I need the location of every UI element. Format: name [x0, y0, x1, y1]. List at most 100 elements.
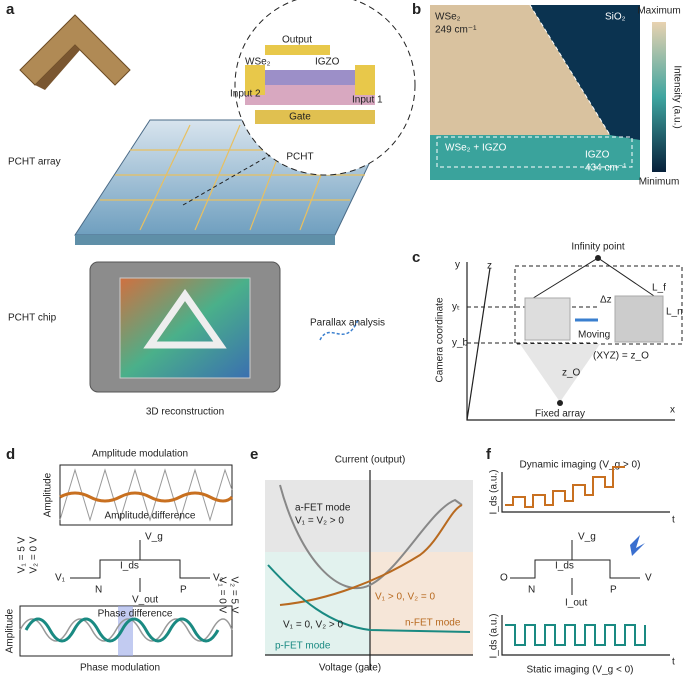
panel-d: d Amplitude modulation Amplitude Amplitu… [5, 446, 240, 674]
label: Current (output) [335, 455, 406, 466]
igzo-layer [245, 70, 375, 85]
label: V₁ = 0 V [216, 577, 227, 614]
label: y [455, 260, 460, 271]
label: t [672, 657, 675, 668]
label: Phase difference [98, 609, 173, 620]
label: V₁ = 0, V₂ > 0 [283, 620, 344, 631]
input-1-electrode [355, 65, 375, 95]
colorbar [652, 22, 666, 172]
panel-label: d [6, 446, 15, 463]
label: V_g [145, 532, 163, 543]
panel-a: a Output WSe₂ IGZO Input 2 Input 1 Gate … [6, 0, 416, 418]
label: n-FET mode [405, 618, 461, 629]
light-icon [630, 535, 645, 556]
label: V₁ [55, 573, 66, 584]
label: L_f [652, 283, 666, 294]
label: Input 2 [230, 89, 261, 100]
label: V₁ = V₂ > 0 [295, 516, 344, 527]
label: z_O [562, 368, 581, 379]
label: Output [282, 35, 312, 46]
label: V₁ > 0, V₂ = 0 [375, 592, 436, 603]
label: WSe₂ + IGZO [445, 143, 507, 154]
p-fet-region [265, 552, 370, 655]
input-2-electrode [245, 65, 265, 95]
wse2-region [430, 5, 610, 135]
circuit [510, 559, 640, 579]
parallax-arrow [319, 319, 359, 341]
axes [501, 615, 670, 656]
label: Maximum [637, 6, 680, 17]
label: Phase modulation [80, 663, 160, 674]
label: x [670, 405, 675, 416]
gate-electrode [255, 110, 375, 124]
label: 434 cm⁻¹ [585, 163, 627, 174]
label: 249 cm⁻¹ [435, 25, 477, 36]
label: Gate [289, 112, 311, 123]
label: V_out [132, 595, 158, 606]
boundary [529, 4, 611, 136]
label: Camera coordinate [435, 297, 446, 382]
infinity-point [595, 255, 601, 261]
label: N [528, 585, 535, 596]
array-edge [75, 235, 335, 245]
label: WSe₂ [245, 57, 271, 68]
p-fet-curve [267, 564, 471, 633]
wave-input [19, 618, 233, 642]
panel-e: e Current (output) a-FET mode V₁ = V₂ > … [250, 446, 473, 674]
label: WSe₂ [435, 12, 461, 23]
label: I_ds [555, 561, 574, 572]
label: IGZO [315, 57, 340, 68]
perspective-lines [529, 257, 661, 301]
label: Parallax analysis [310, 318, 385, 329]
label: P [180, 585, 187, 596]
label: V [645, 573, 652, 584]
panel-label: a [6, 1, 15, 18]
wave-output [59, 491, 234, 503]
a-fet-curve [279, 484, 463, 590]
label: (XYZ) = z_O [593, 351, 649, 362]
circuit [70, 559, 210, 579]
array-point [557, 400, 563, 406]
wave-output [24, 617, 220, 643]
label: N [95, 585, 102, 596]
label: I_ds [120, 561, 139, 572]
label: O [500, 573, 508, 584]
label: V₁ = 5 V [17, 536, 28, 573]
label: V₂ = 0 V [29, 536, 40, 573]
label: Moving [578, 330, 610, 341]
panel-b: b WSe₂ 249 cm⁻¹ SiO₂ WSe₂ + IGZO IGZO 43… [412, 1, 682, 188]
zoom-line [182, 154, 271, 206]
n-fet-curve [279, 504, 463, 606]
label: V_g [578, 532, 596, 543]
panel-label: c [412, 249, 420, 266]
sio2-region [530, 5, 640, 140]
overlap-box [436, 136, 633, 168]
z-axis [466, 267, 491, 421]
label: Static imaging (V_g < 0) [527, 665, 634, 676]
label: PCHT [286, 152, 313, 163]
a-fet-region [265, 480, 473, 552]
label: Δz [600, 295, 612, 306]
label: I_ds (a.u.) [489, 469, 500, 514]
output-electrode [265, 45, 330, 55]
label: Amplitude [43, 472, 54, 517]
label: z [487, 261, 492, 272]
label: SiO₂ [605, 12, 626, 23]
label: L_n [666, 307, 683, 318]
panel-f: f Dynamic imaging (V_g > 0) I_ds (a.u.) … [486, 446, 675, 676]
scene-box [514, 265, 683, 345]
label: Fixed array [535, 409, 585, 420]
dielectric-layer [245, 85, 375, 105]
plot-frame [59, 464, 233, 526]
panel-label: b [412, 1, 421, 18]
label: P [610, 585, 617, 596]
label: Intensity (a.u.) [671, 65, 682, 128]
chip-triangle [143, 288, 227, 349]
label: Dynamic imaging (V_g > 0) [520, 460, 641, 471]
n-fet-region [370, 552, 473, 655]
label: p-FET mode [275, 641, 331, 652]
label: Amplitude difference [105, 511, 196, 522]
label: PCHT chip [8, 313, 57, 324]
label: t [672, 515, 675, 526]
